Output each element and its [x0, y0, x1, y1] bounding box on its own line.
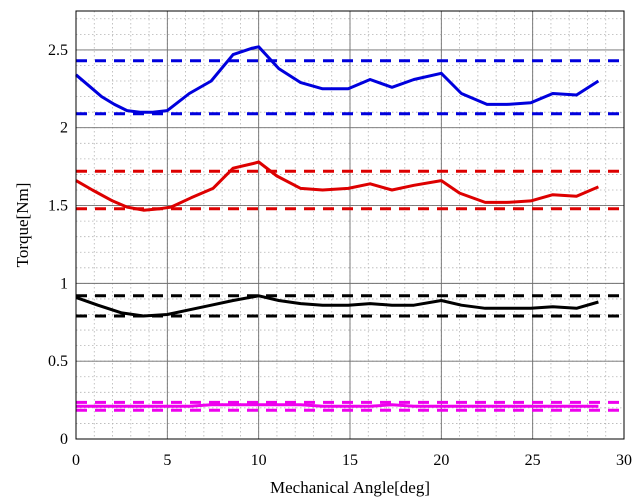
- plot-frame: [75, 10, 625, 440]
- x-tick-label: 5: [163, 452, 171, 469]
- y-axis-title: Torque[Nm]: [13, 183, 32, 268]
- torque-series-line: [75, 160, 599, 212]
- torque-series-line: [76, 403, 599, 408]
- y-tick-label: 0.5: [48, 353, 68, 370]
- tick-labels: 0 5 10 15 20 25 30 0 0.5 1 1.5 2 2.5: [48, 42, 632, 469]
- y-tick-label: 2.5: [48, 42, 68, 59]
- x-axis-title: Mechanical Angle[deg]: [270, 478, 430, 497]
- x-tick-label: 20: [433, 452, 449, 469]
- x-tick-label: 10: [251, 452, 267, 469]
- x-tick-label: 0: [72, 452, 80, 469]
- torque-series-line: [75, 294, 599, 318]
- y-tick-label: 0: [60, 431, 68, 448]
- y-tick-label: 1.5: [48, 198, 68, 215]
- y-tick-label: 2: [60, 120, 68, 137]
- x-tick-label: 25: [525, 452, 541, 469]
- y-tick-label: 1: [60, 275, 68, 292]
- series-layer: [75, 45, 624, 412]
- x-tick-label: 15: [342, 452, 358, 469]
- torque-series-line: [75, 45, 600, 114]
- x-tick-label: 30: [616, 452, 632, 469]
